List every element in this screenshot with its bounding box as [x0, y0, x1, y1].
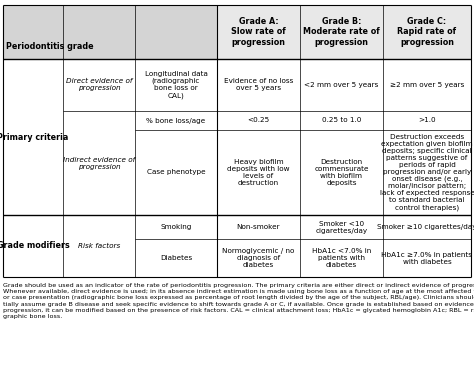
- Text: Grade C:
Rapid rate of
progression: Grade C: Rapid rate of progression: [397, 17, 456, 47]
- Text: 0.25 to 1.0: 0.25 to 1.0: [322, 117, 361, 123]
- Bar: [3, 59, 63, 277]
- Bar: [217, 59, 300, 277]
- Bar: [383, 5, 471, 59]
- Text: Grade should be used as an indicator of the rate of periodontitis progression. T: Grade should be used as an indicator of …: [3, 283, 474, 319]
- Text: Normoglycemic / no
diagnosis of
diabetes: Normoglycemic / no diagnosis of diabetes: [222, 248, 295, 268]
- Text: Case phenotype: Case phenotype: [146, 170, 205, 176]
- Bar: [63, 5, 135, 59]
- Text: HbA1c ≥7.0% in patients
with diabetes: HbA1c ≥7.0% in patients with diabetes: [382, 252, 473, 264]
- Text: Non-smoker: Non-smoker: [237, 224, 280, 230]
- Bar: [217, 5, 300, 59]
- Text: Destruction
commensurate
with biofilm
deposits: Destruction commensurate with biofilm de…: [314, 159, 369, 186]
- Bar: [63, 59, 135, 277]
- Bar: [135, 59, 217, 277]
- Text: Evidence of no loss
over 5 years: Evidence of no loss over 5 years: [224, 78, 293, 92]
- Text: Periodontitis grade: Periodontitis grade: [6, 42, 94, 51]
- Text: <2 mm over 5 years: <2 mm over 5 years: [304, 82, 379, 88]
- Text: Grade modifiers: Grade modifiers: [0, 242, 69, 250]
- Bar: [135, 5, 217, 59]
- Text: Direct evidence of
progression: Direct evidence of progression: [66, 78, 132, 92]
- Bar: [300, 59, 383, 277]
- Text: Indirect evidence of
progression: Indirect evidence of progression: [63, 156, 135, 170]
- Text: Primary criteria: Primary criteria: [0, 132, 69, 141]
- Text: Longitudinal data
(radiographic
bone loss or
CAL): Longitudinal data (radiographic bone los…: [145, 71, 208, 99]
- Text: Grade A:
Slow rate of
progression: Grade A: Slow rate of progression: [231, 17, 286, 47]
- Text: Grade B:
Moderate rate of
progression: Grade B: Moderate rate of progression: [303, 17, 380, 47]
- Text: Risk factors: Risk factors: [78, 243, 120, 249]
- Bar: [300, 5, 383, 59]
- Text: <0.25: <0.25: [247, 117, 270, 123]
- Text: ≥2 mm over 5 years: ≥2 mm over 5 years: [390, 82, 464, 88]
- Bar: [3, 5, 63, 59]
- Text: Diabetes: Diabetes: [160, 255, 192, 261]
- Text: >1.0: >1.0: [418, 117, 436, 123]
- Text: Smoker <10
cigarettes/day: Smoker <10 cigarettes/day: [315, 220, 367, 234]
- Text: % bone loss/age: % bone loss/age: [146, 117, 206, 123]
- Text: Heavy biofilm
deposits with low
levels of
destruction: Heavy biofilm deposits with low levels o…: [227, 159, 290, 186]
- Bar: [383, 59, 471, 277]
- Text: Smoking: Smoking: [160, 224, 191, 230]
- Text: HbA1c <7.0% in
patients with
diabetes: HbA1c <7.0% in patients with diabetes: [312, 248, 371, 268]
- Text: Smoker ≥10 cigarettes/day: Smoker ≥10 cigarettes/day: [377, 224, 474, 230]
- Text: Destruction exceeds
expectation given biofilm
deposits; specific clinical
patter: Destruction exceeds expectation given bi…: [380, 134, 474, 211]
